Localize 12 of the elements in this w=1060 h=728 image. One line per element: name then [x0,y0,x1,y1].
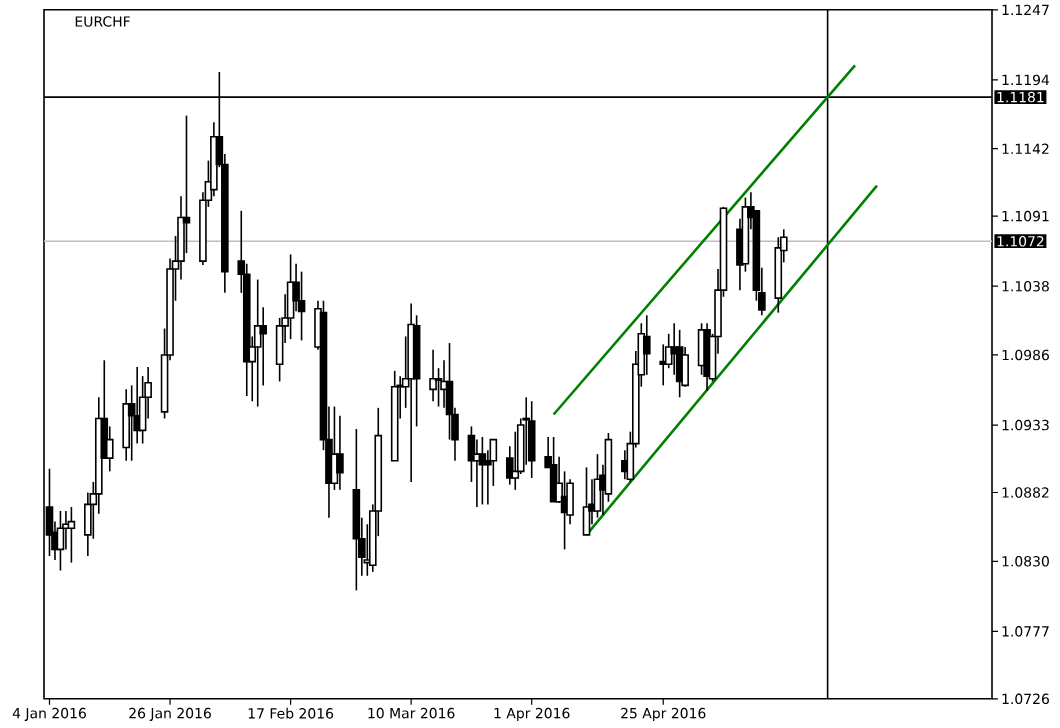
candlestick [138,374,147,444]
candlestick [473,438,481,508]
candlestick [122,388,131,462]
candlestick [297,270,306,341]
candlestick [182,114,191,254]
candlestick [56,509,65,571]
candlestick [434,366,443,407]
candlestick [582,466,591,536]
candlestick [67,505,76,563]
candlestick [642,314,651,376]
candlestick [336,414,344,491]
candlestick [105,425,114,472]
